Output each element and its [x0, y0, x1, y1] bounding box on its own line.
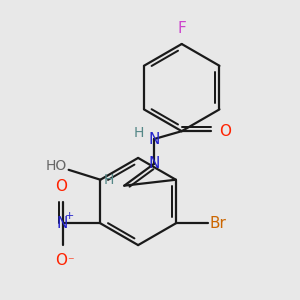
Text: Br: Br — [209, 216, 226, 231]
Text: O: O — [55, 253, 67, 268]
Text: H: H — [134, 126, 144, 140]
Text: O: O — [219, 124, 231, 139]
Text: N: N — [56, 216, 68, 231]
Text: N: N — [148, 132, 160, 147]
Text: F: F — [177, 21, 186, 36]
Text: H: H — [104, 173, 114, 187]
Text: N: N — [148, 156, 160, 171]
Text: HO: HO — [45, 159, 67, 173]
Text: O: O — [55, 178, 67, 194]
Text: ⁻: ⁻ — [67, 255, 74, 268]
Text: +: + — [65, 212, 74, 221]
